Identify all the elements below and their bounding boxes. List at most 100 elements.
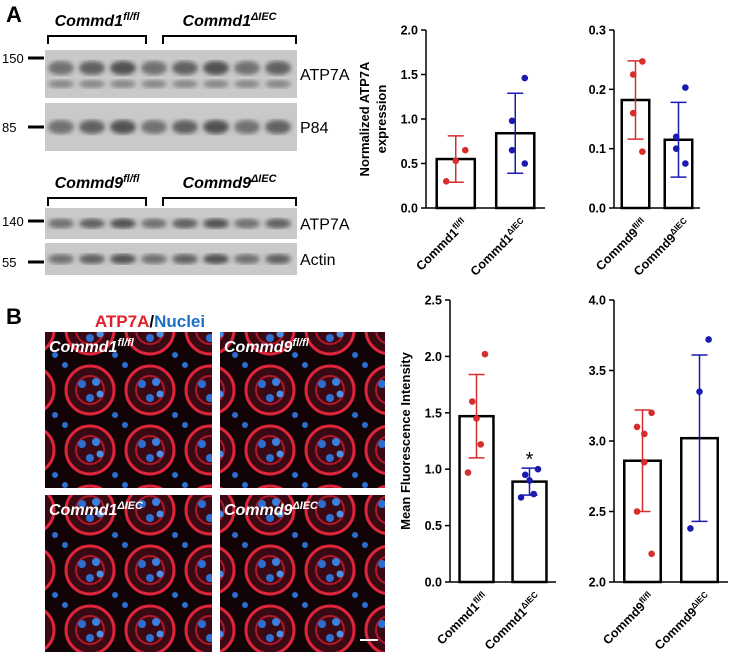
- y-tick-label: 0.2: [589, 83, 606, 97]
- data-point: [641, 430, 648, 438]
- band: [203, 61, 229, 75]
- error-bar: [670, 101, 687, 178]
- data-point: [648, 550, 655, 558]
- band: [265, 254, 291, 264]
- x-tick-label-base: Commd9: [600, 600, 648, 648]
- bracket: [47, 197, 147, 206]
- x-tick-label-base: Commd1: [414, 226, 462, 274]
- y-tick-label: 3.5: [589, 364, 606, 378]
- x-tick-label-base: Commd1: [434, 600, 482, 648]
- x-tick-label-base: Commd9: [652, 605, 700, 653]
- image-label-sup: ΔIEC: [116, 500, 143, 512]
- data-point: [682, 160, 689, 167]
- panel-label: A: [6, 2, 22, 27]
- bracket: [47, 35, 147, 44]
- band: [110, 120, 136, 134]
- band: [110, 218, 136, 229]
- y-tick-label: 0.1: [589, 142, 606, 156]
- band: [48, 218, 74, 229]
- band: [234, 254, 260, 264]
- data-point: [648, 409, 655, 417]
- data-point: [461, 146, 469, 154]
- x-tick-label-base: Commd1: [482, 605, 530, 653]
- data-point: [526, 477, 533, 484]
- data-point: [481, 350, 489, 358]
- data-point: [633, 423, 641, 431]
- image-label-base: Commd1: [49, 502, 118, 519]
- x-tick-label: Commd1ΔIEC: [466, 215, 529, 278]
- band: [141, 120, 167, 134]
- data-point: [629, 109, 637, 117]
- band: [48, 80, 74, 88]
- x-tick-label-sup: ΔIEC: [668, 215, 689, 236]
- y-tick-label: 1.0: [425, 463, 442, 477]
- group-label: Commd9ΔIEC: [183, 173, 277, 192]
- data-point: [464, 469, 472, 476]
- group-label-sup: fl/fl: [123, 11, 140, 23]
- band: [234, 218, 260, 229]
- row-label: ATP7A: [300, 67, 350, 84]
- data-point: [521, 160, 529, 167]
- data-point: [705, 336, 712, 343]
- data-point: [682, 84, 689, 91]
- data-point: [477, 441, 485, 448]
- band: [141, 80, 167, 88]
- bracket: [162, 35, 297, 44]
- data-point: [521, 74, 529, 82]
- band: [79, 61, 105, 75]
- data-point: [530, 490, 538, 498]
- x-tick-label-sup: ΔIEC: [689, 589, 710, 610]
- band: [141, 61, 167, 75]
- band: [203, 218, 229, 229]
- group-label-sup: ΔIEC: [250, 173, 277, 185]
- group-label: Commd1fl/fl: [55, 11, 141, 30]
- group-label-sup: ΔIEC: [250, 11, 277, 23]
- annotation: *: [526, 449, 534, 471]
- x-tick-label: Commd1fl/fl: [412, 215, 470, 273]
- y-tick-label: 0.0: [401, 202, 418, 216]
- micrograph: [45, 495, 212, 652]
- data-point: [639, 58, 646, 65]
- band: [172, 120, 198, 134]
- band: [79, 120, 105, 134]
- band: [234, 80, 260, 88]
- band: [79, 80, 105, 88]
- band: [172, 218, 198, 229]
- band: [172, 61, 198, 75]
- y-axis-label: Normalized ATP7A: [357, 61, 372, 176]
- data-point: [639, 148, 646, 155]
- image-label-base: Commd9: [224, 339, 293, 356]
- micro-title-part: /: [149, 312, 154, 331]
- y-tick-label: 1.5: [425, 406, 442, 420]
- band: [172, 80, 198, 88]
- y-tick-label: 3.0: [589, 435, 606, 449]
- data-point: [468, 398, 476, 405]
- data-point: [641, 458, 648, 466]
- x-tick-label: Commd9ΔIEC: [651, 589, 714, 652]
- group-label: Commd1ΔIEC: [183, 11, 277, 30]
- micrograph: [45, 332, 212, 488]
- blot: [45, 50, 297, 98]
- y-tick-label: 0.3: [589, 24, 606, 38]
- error-bar: [507, 92, 524, 175]
- row-label: Actin: [300, 252, 336, 269]
- y-axis-label: expression: [374, 85, 389, 154]
- bracket: [162, 197, 297, 206]
- marker-label: 140: [2, 214, 24, 229]
- x-tick-label: Commd1fl/fl: [433, 589, 491, 647]
- y-tick-label: 1.0: [401, 113, 418, 127]
- group-label-sup: fl/fl: [123, 173, 140, 185]
- y-tick-label: 2.0: [425, 350, 442, 364]
- charts: 0.0 0.5 1.0 1.5 2.0 Normalized ATP7A expressio…: [357, 24, 728, 653]
- data-point: [508, 146, 516, 154]
- group-label-base: Commd9: [183, 175, 252, 192]
- x-tick-label: Commd9fl/fl: [599, 589, 657, 647]
- band: [141, 218, 167, 229]
- data-point: [633, 508, 641, 515]
- data-point: [442, 178, 450, 185]
- x-tick-label-sup: ΔIEC: [519, 589, 540, 610]
- band: [79, 254, 105, 264]
- image-label: Commd9ΔIEC: [224, 500, 318, 519]
